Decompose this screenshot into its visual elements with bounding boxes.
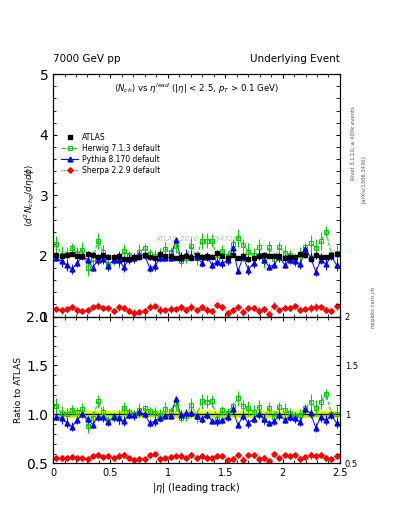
- Y-axis label: Ratio to ATLAS: Ratio to ATLAS: [15, 357, 24, 423]
- Text: [arXiv:1306.3436]: [arXiv:1306.3436]: [361, 155, 366, 203]
- Text: Rivet 3.1.10, ≥ 400k events: Rivet 3.1.10, ≥ 400k events: [351, 106, 356, 180]
- Y-axis label: $\langle d^2 N_{chg}/d\eta d\phi\rangle$: $\langle d^2 N_{chg}/d\eta d\phi\rangle$: [22, 164, 37, 227]
- Text: Underlying Event: Underlying Event: [250, 54, 340, 64]
- X-axis label: $|\eta|$ (leading track): $|\eta|$ (leading track): [152, 481, 241, 495]
- Text: mcplots.cern.ch: mcplots.cern.ch: [371, 286, 376, 328]
- Text: 7000 GeV pp: 7000 GeV pp: [53, 54, 121, 64]
- Legend: ATLAS, Herwig 7.1.3 default, Pythia 8.170 default, Sherpa 2.2.9 default: ATLAS, Herwig 7.1.3 default, Pythia 8.17…: [60, 132, 162, 176]
- Text: ATLAS_2010_S8894728: ATLAS_2010_S8894728: [155, 236, 238, 242]
- Text: $\langle N_{ch}\rangle$ vs $\eta^{lead}$ ($|\eta|$ < 2.5, $p_T$ > 0.1 GeV): $\langle N_{ch}\rangle$ vs $\eta^{lead}$…: [114, 81, 279, 96]
